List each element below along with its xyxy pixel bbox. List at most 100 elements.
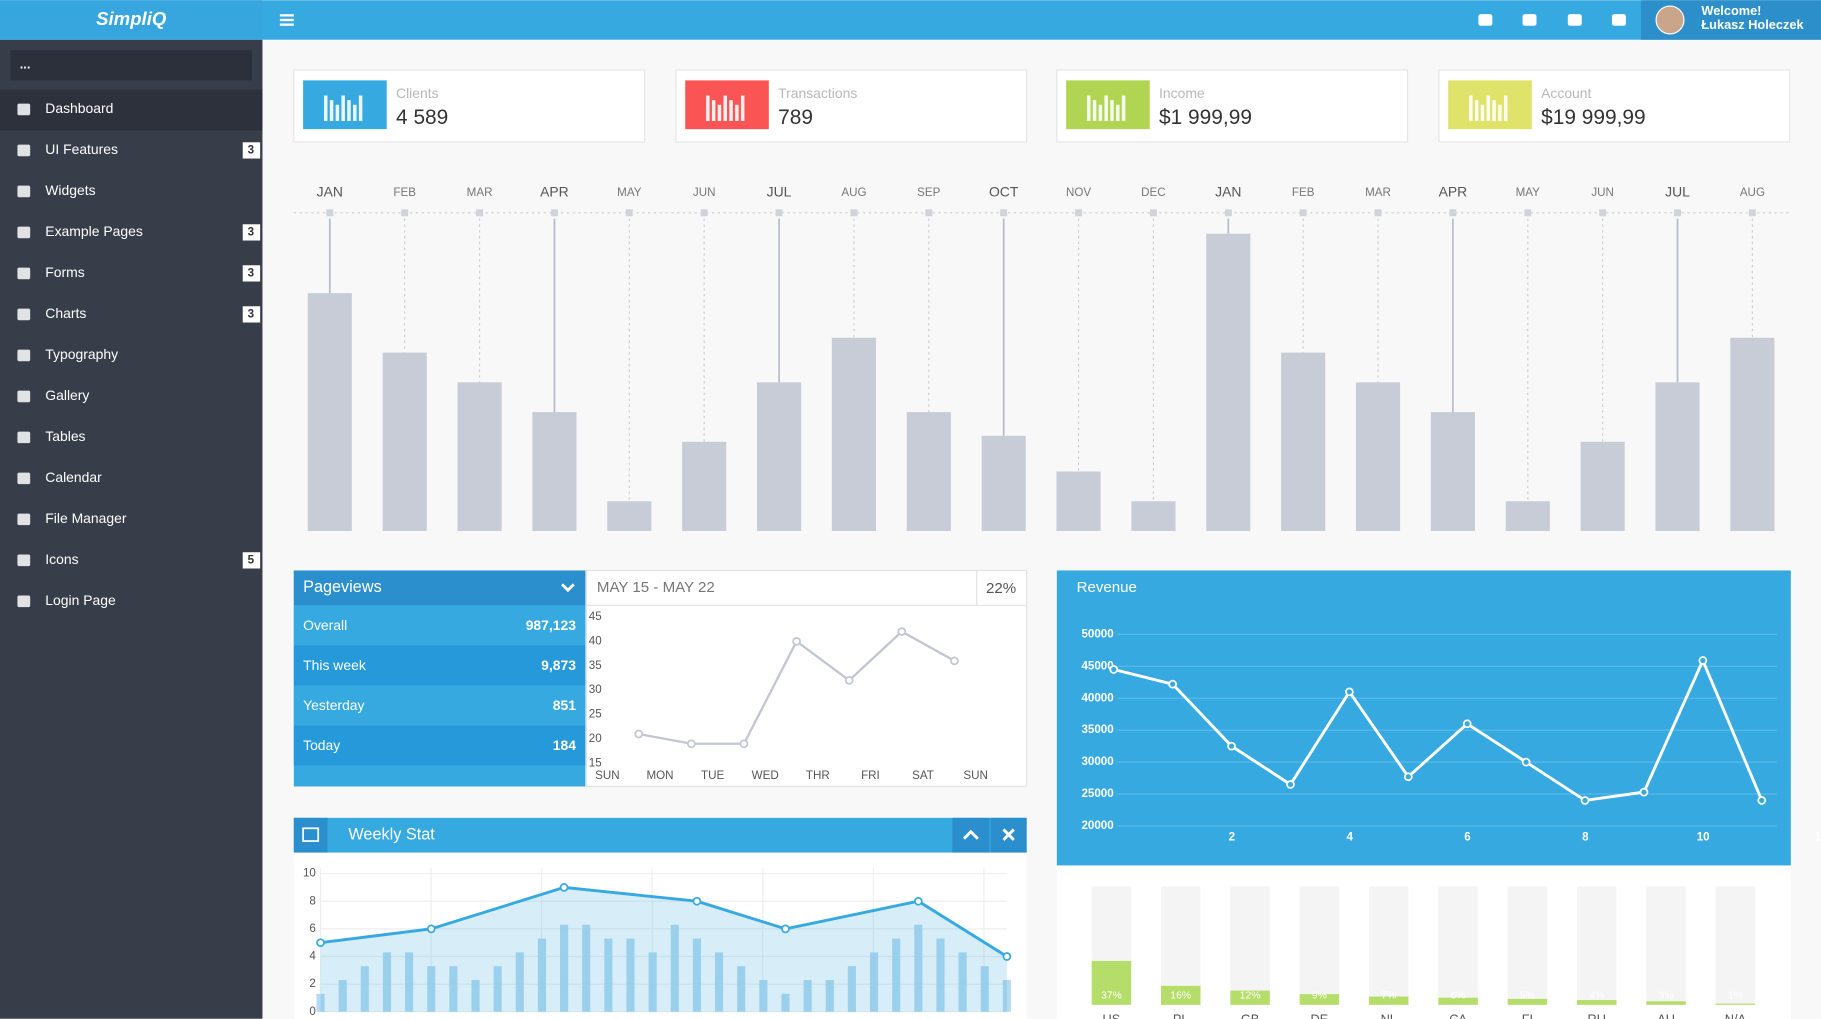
month-label: APR — [1439, 184, 1468, 200]
bar — [756, 382, 802, 531]
month-label: JAN — [1215, 184, 1241, 200]
x-tick-label: MON — [646, 769, 673, 782]
point — [1286, 780, 1295, 789]
y-tick-label: 45000 — [1081, 659, 1113, 672]
brand-logo[interactable]: SimpliQ — [96, 8, 167, 29]
bar — [759, 979, 768, 1012]
menu-icon — [17, 595, 31, 608]
menu-toggle[interactable] — [279, 14, 294, 17]
value-label: 9% — [1312, 990, 1327, 1001]
bar — [471, 979, 480, 1012]
icon-glyph — [353, 104, 357, 122]
menu-item[interactable]: Widgets — [45, 182, 95, 198]
point — [1403, 772, 1413, 782]
month-label: MAR — [467, 186, 493, 199]
month-label: JAN — [317, 184, 343, 200]
icon-glyph — [302, 827, 320, 842]
bar — [914, 924, 923, 1012]
bar — [316, 993, 325, 1012]
menu-item[interactable]: Icons — [45, 551, 78, 567]
menu-item[interactable]: Charts — [45, 305, 86, 321]
value-label: 4% — [1589, 990, 1604, 1001]
point — [844, 675, 854, 685]
menu-toggle[interactable] — [279, 18, 294, 22]
bar-track — [1715, 886, 1756, 1005]
dropdown-chevron[interactable] — [561, 583, 575, 593]
month-marker — [550, 209, 558, 217]
badge-count: 3 — [248, 266, 255, 279]
y-tick-label: 0 — [309, 1005, 315, 1018]
icon-glyph — [706, 95, 710, 122]
active-item — [0, 89, 263, 131]
bar — [1002, 979, 1011, 1012]
menu-item[interactable]: File Manager — [45, 510, 127, 526]
top-icon[interactable] — [1567, 14, 1582, 26]
bar — [457, 382, 502, 531]
bar — [670, 924, 679, 1012]
bar — [692, 938, 701, 1012]
top-icon[interactable] — [1611, 14, 1626, 26]
search-box[interactable] — [10, 50, 253, 81]
month-label: FEB — [1292, 186, 1315, 199]
logo-area — [0, 0, 263, 40]
bar — [532, 412, 577, 531]
change-value: 22% — [986, 580, 1016, 597]
month-label: OCT — [989, 184, 1019, 200]
bar — [1438, 997, 1478, 1005]
value-label: 6% — [1451, 990, 1466, 1001]
x-tick-label: US — [1103, 1011, 1121, 1019]
menu-item[interactable]: Forms — [45, 264, 84, 280]
panel-title: Weekly Stat — [348, 826, 435, 844]
bar-track — [1507, 886, 1548, 1005]
menu-icon — [17, 390, 31, 403]
menu-toggle[interactable] — [279, 23, 294, 26]
x-tick-label: PL — [1173, 1011, 1189, 1019]
icon-glyph — [1104, 95, 1108, 122]
badge-count: 3 — [248, 307, 255, 320]
stat-label: Transactions — [778, 85, 857, 101]
top-icon[interactable] — [1478, 14, 1493, 26]
x-tick-label: FRI — [861, 769, 880, 782]
menu-item[interactable]: Typography — [45, 346, 118, 362]
menu-item[interactable]: Gallery — [45, 387, 89, 403]
collapse-button[interactable] — [952, 817, 990, 853]
menu-icon — [17, 472, 31, 485]
stat-row — [293, 685, 586, 726]
panel-title: Revenue — [1077, 579, 1137, 596]
revenue-panel — [1056, 570, 1791, 866]
top-icon[interactable] — [1522, 14, 1537, 26]
point — [1580, 796, 1590, 805]
point — [781, 924, 790, 934]
point — [1227, 741, 1236, 751]
menu-item[interactable]: Calendar — [45, 469, 102, 485]
y-tick-label: 20000 — [1081, 819, 1113, 832]
icon-glyph — [358, 95, 363, 122]
month-label: NOV — [1066, 186, 1091, 199]
bar-track — [1438, 886, 1478, 1005]
menu-item[interactable]: Tables — [45, 428, 85, 444]
month-marker — [1748, 209, 1756, 217]
icon-glyph — [1116, 104, 1120, 122]
bar — [1730, 337, 1775, 531]
x-tick-label: DE — [1311, 1011, 1329, 1019]
menu-item[interactable]: Example Pages — [45, 223, 143, 239]
menu-item[interactable]: UI Features — [45, 141, 118, 157]
bar-track — [1577, 886, 1617, 1005]
value-label: 3% — [1659, 990, 1674, 1001]
month-marker — [925, 209, 933, 217]
menu-badge — [242, 552, 261, 569]
menu-badge — [242, 265, 261, 282]
menu-item[interactable]: Dashboard — [45, 100, 113, 116]
bar — [1646, 1001, 1686, 1005]
stat-value: $1 999,99 — [1159, 106, 1252, 129]
row-label: This week — [303, 657, 366, 673]
month-label: JUN — [1591, 186, 1614, 199]
y-tick-label: 15 — [589, 756, 602, 769]
bar-track — [1161, 886, 1201, 1005]
top-bar — [0, 0, 1821, 40]
bar — [803, 979, 812, 1012]
menu-item[interactable]: Login Page — [45, 592, 116, 608]
y-tick-label: 30 — [589, 683, 602, 696]
